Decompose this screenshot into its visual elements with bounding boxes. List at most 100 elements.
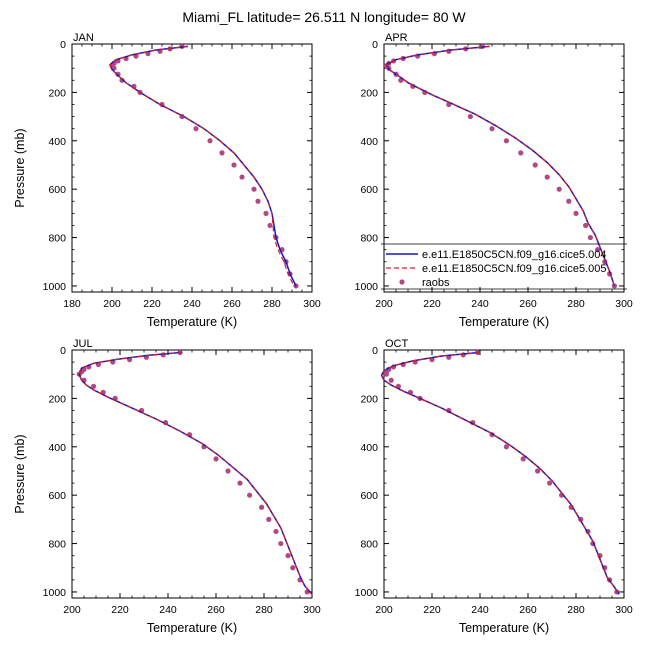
x-tick-label-jan: 280 (263, 298, 281, 310)
raobs-point-oct (520, 456, 526, 462)
x-tick-label-apr: 200 (375, 298, 393, 310)
y-tick-label-jan: 1000 (43, 281, 67, 293)
raobs-point-apr (566, 198, 572, 204)
x-tick-label-jan: 220 (143, 298, 161, 310)
x-tick-label-jul: 280 (255, 604, 273, 616)
raobs-point-apr (467, 113, 473, 120)
raobs-point-jan (193, 126, 199, 132)
raobs-point-oct (503, 444, 509, 450)
y-tick-label-jan: 800 (48, 233, 66, 245)
raobs-point-jan (119, 77, 125, 83)
raobs-point-jul (285, 553, 291, 559)
model-005-line-jan (109, 45, 295, 287)
x-tick-label-apr: 240 (471, 298, 489, 310)
x-tick-label-jan: 260 (223, 298, 241, 310)
y-axis-label-jul: Pressure (mb) (13, 434, 27, 513)
y-tick-label-oct: 800 (360, 539, 378, 551)
panel-label-apr: APR (385, 32, 408, 44)
legend-marker-raobs (399, 279, 405, 285)
raobs-point-jan (263, 210, 269, 216)
y-tick-label-jan: 400 (48, 136, 66, 148)
raobs-point-apr (583, 222, 589, 229)
y-tick-label-apr: 800 (360, 233, 378, 245)
x-tick-label-jan: 180 (63, 298, 81, 310)
model-004-line-jul (78, 351, 313, 595)
raobs-point-apr (587, 234, 594, 241)
y-tick-label-oct: 200 (360, 393, 378, 405)
model-004-line-jan (109, 45, 297, 287)
raobs-point-jul (273, 528, 279, 535)
y-tick-label-apr: 600 (360, 184, 378, 196)
y-tick-label-apr: 200 (360, 87, 378, 99)
y-tick-label-jul: 400 (48, 442, 66, 454)
figure-title: Miami_FL latitude= 26.511 N longitude= 8… (182, 9, 466, 25)
panel-label-jan: JAN (73, 32, 94, 44)
plot-frame-jan (71, 43, 313, 293)
x-axis-label-oct: Temperature (K) (459, 621, 549, 635)
y-tick-label-jan: 600 (48, 184, 66, 196)
raobs-point-jan (115, 71, 121, 77)
x-tick-label-oct: 280 (567, 604, 585, 616)
x-axis-label-jul: Temperature (K) (147, 621, 237, 635)
raobs-point-apr (518, 150, 524, 156)
panel-jul: JUL 200 220 240 260 280 300 0 200 400 600 800 1000 Te… (13, 338, 321, 635)
x-axis-label-jan: Temperature (K) (147, 315, 237, 329)
y-tick-label-apr: 1000 (355, 281, 379, 293)
y-tick-label-jul: 1000 (43, 587, 67, 599)
y-tick-label-jan: 0 (60, 39, 66, 51)
raobs-point-apr (544, 174, 550, 180)
y-tick-label-jan: 200 (48, 87, 66, 99)
x-tick-label-oct: 240 (471, 604, 489, 616)
y-tick-label-oct: 600 (360, 490, 378, 502)
raobs-point-jan (207, 138, 213, 144)
raobs-point-apr (573, 210, 579, 216)
x-tick-label-jul: 200 (63, 604, 81, 616)
raobs-point-jul (278, 540, 284, 547)
panel-jan: JAN 180 200 220 240 260 280 300 0 200 400 600 800 100… (13, 32, 321, 329)
y-axis-label-jan: Pressure (mb) (13, 128, 27, 207)
raobs-point-jul (266, 516, 272, 522)
x-tick-label-jan: 200 (103, 298, 121, 310)
y-tick-label-apr: 0 (372, 39, 378, 51)
raobs-point-apr (532, 162, 538, 168)
x-tick-label-jul: 300 (303, 604, 321, 616)
raobs-point-jul (237, 480, 243, 486)
raobs-point-jan (251, 186, 257, 192)
y-tick-label-oct: 0 (372, 345, 378, 357)
y-tick-label-oct: 400 (360, 442, 378, 454)
raobs-point-jul (259, 504, 265, 510)
legend: e.e11.E1850C5CN.f09_g16.cice5.004 e.e11.E… (381, 243, 627, 290)
raobs-point-jul (225, 468, 231, 474)
x-tick-label-jul: 220 (111, 604, 129, 616)
x-tick-label-apr: 280 (567, 298, 585, 310)
x-tick-label-jul: 260 (207, 604, 225, 616)
panel-label-oct: OCT (385, 338, 409, 350)
x-tick-label-oct: 260 (519, 604, 537, 616)
raobs-point-jul (213, 456, 219, 462)
y-tick-label-apr: 400 (360, 136, 378, 148)
raobs-point-oct (388, 377, 394, 383)
panel-apr: APR 200 220 240 260 280 300 0 200 400 600 800 1000 Te… (355, 32, 633, 329)
legend-label: e.e11.E1850C5CN.f09_g16.cice5.005 (422, 263, 607, 275)
x-tick-label-jul: 240 (159, 604, 177, 616)
raobs-point-oct (383, 371, 389, 377)
raobs-point-jan (255, 198, 261, 204)
raobs-point-jan (219, 150, 225, 156)
x-tick-label-oct: 220 (423, 604, 441, 616)
plot-frame-jul (71, 349, 313, 599)
x-tick-label-jan: 240 (183, 298, 201, 310)
x-tick-label-apr: 260 (519, 298, 537, 310)
y-tick-label-jul: 600 (48, 490, 66, 502)
model-004-line-oct (380, 351, 620, 595)
model-005-line-oct (380, 351, 620, 595)
model-005-line-jul (78, 351, 313, 595)
raobs-point-apr (503, 138, 509, 144)
raobs-point-jan (239, 174, 245, 180)
raobs-point-apr (595, 247, 601, 253)
y-tick-label-jul: 0 (60, 345, 66, 357)
y-tick-label-jul: 200 (48, 393, 66, 405)
legend-label: raobs (422, 277, 450, 289)
x-tick-label-jan: 300 (303, 298, 321, 310)
